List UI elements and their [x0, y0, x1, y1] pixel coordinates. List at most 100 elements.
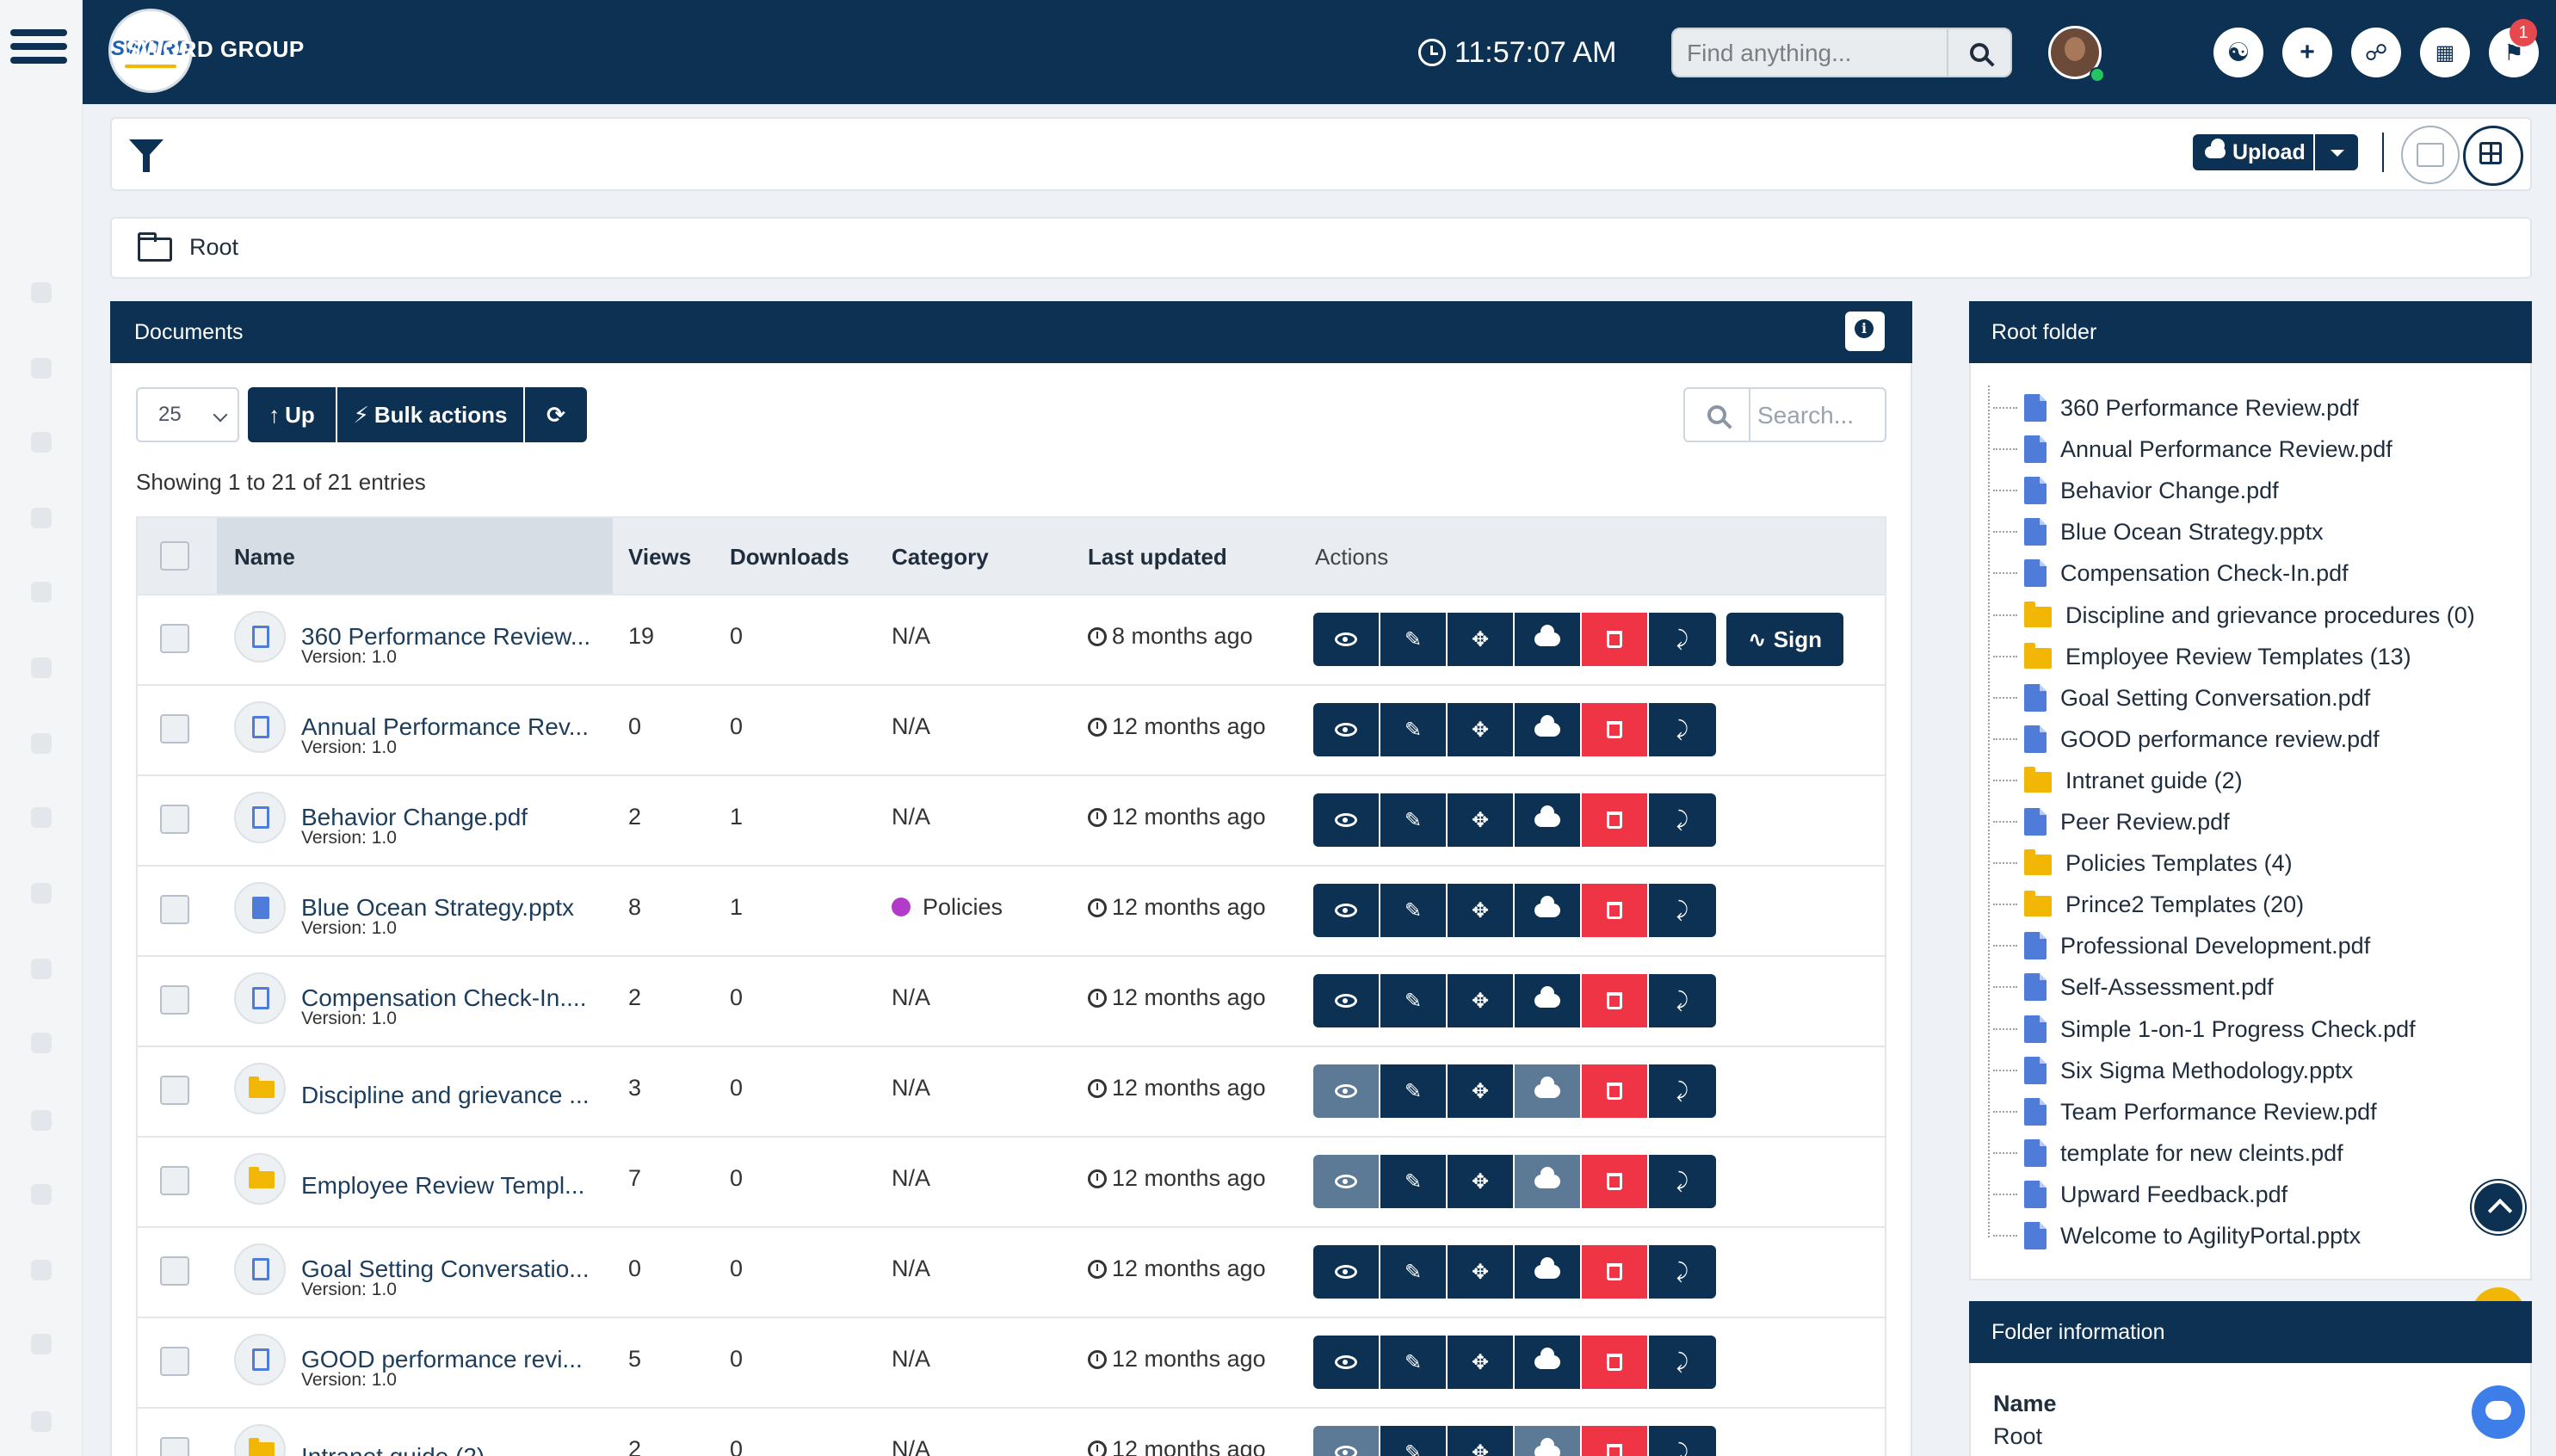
edit-button[interactable]: ✎: [1380, 1426, 1448, 1456]
move-button[interactable]: ✥: [1448, 793, 1515, 847]
view-button[interactable]: [1313, 703, 1380, 756]
tree-file-item[interactable]: template for new cleints.pdf: [1993, 1132, 2343, 1174]
tree-file-item[interactable]: GOOD performance review.pdf: [1993, 719, 2380, 760]
share-button[interactable]: ⤸: [1649, 1155, 1716, 1208]
tree-file-item[interactable]: Team Performance Review.pdf: [1993, 1091, 2377, 1132]
edit-button[interactable]: ✎: [1380, 793, 1448, 847]
tree-file-item[interactable]: Compensation Check-In.pdf: [1993, 552, 2349, 594]
share-button[interactable]: ⤸: [1649, 1064, 1716, 1118]
document-name-link[interactable]: 360 Performance Review...: [301, 623, 591, 650]
tree-file-item[interactable]: Simple 1-on-1 Progress Check.pdf: [1993, 1009, 2416, 1050]
upload-dropdown-toggle[interactable]: [2315, 134, 2358, 170]
card-icon[interactable]: [31, 657, 52, 678]
delete-button[interactable]: [1582, 1155, 1649, 1208]
move-button[interactable]: ✥: [1448, 703, 1515, 756]
edit-button[interactable]: ✎: [1380, 1245, 1448, 1299]
delete-button[interactable]: [1582, 884, 1649, 937]
share-button[interactable]: ⤸: [1649, 1336, 1716, 1389]
people-icon[interactable]: [31, 432, 52, 453]
global-search-input[interactable]: [1673, 29, 1964, 77]
inbox-icon[interactable]: [31, 1260, 52, 1280]
row-checkbox[interactable]: [160, 895, 189, 924]
row-checkbox[interactable]: [160, 624, 189, 653]
info-button[interactable]: [1845, 312, 1885, 351]
list-view-button[interactable]: [2401, 126, 2460, 184]
document-name-link[interactable]: Blue Ocean Strategy.pptx: [301, 894, 574, 921]
download-button[interactable]: [1515, 793, 1582, 847]
home-icon[interactable]: [31, 282, 52, 303]
tree-folder-item[interactable]: Policies Templates (4): [1993, 842, 2293, 884]
view-button[interactable]: [1313, 1336, 1380, 1389]
share-button[interactable]: ⤸: [1649, 974, 1716, 1027]
document-name-link[interactable]: Discipline and grievance ...: [301, 1082, 590, 1108]
page-size-select[interactable]: 25: [136, 387, 239, 442]
tree-file-item[interactable]: Blue Ocean Strategy.pptx: [1993, 511, 2324, 552]
bulk-actions-button[interactable]: ⚡ Bulk actions: [337, 387, 523, 442]
document-name-link[interactable]: Compensation Check-In....: [301, 984, 587, 1011]
delete-button[interactable]: [1582, 703, 1649, 756]
row-checkbox[interactable]: [160, 1076, 189, 1105]
document-name-link[interactable]: Annual Performance Rev...: [301, 713, 590, 740]
clipboard-icon[interactable]: [31, 1184, 52, 1205]
tree-file-item[interactable]: Behavior Change.pdf: [1993, 470, 2279, 511]
column-views[interactable]: Views: [628, 544, 692, 570]
folder-icon[interactable]: [31, 807, 52, 828]
tree-file-item[interactable]: Six Sigma Methodology.pptx: [1993, 1050, 2353, 1091]
scroll-top-button[interactable]: [2472, 1181, 2525, 1234]
view-button[interactable]: [1313, 974, 1380, 1027]
users-icon[interactable]: [31, 1110, 52, 1131]
search-icon[interactable]: [31, 959, 52, 979]
download-button[interactable]: [1515, 1336, 1582, 1389]
tree-file-item[interactable]: 360 Performance Review.pdf: [1993, 387, 2359, 429]
breadcrumb-root[interactable]: Root: [189, 234, 239, 260]
row-checkbox[interactable]: [160, 985, 189, 1015]
row-checkbox[interactable]: [160, 805, 189, 834]
view-button[interactable]: [1313, 1064, 1380, 1118]
edit-button[interactable]: ✎: [1380, 974, 1448, 1027]
share-button[interactable]: ⤸: [1649, 1426, 1716, 1456]
move-button[interactable]: ✥: [1448, 1336, 1515, 1389]
download-button[interactable]: [1515, 1426, 1582, 1456]
edit-button[interactable]: ✎: [1380, 613, 1448, 666]
move-button[interactable]: ✥: [1448, 974, 1515, 1027]
tree-file-item[interactable]: Goal Setting Conversation.pdf: [1993, 677, 2370, 719]
calendar-icon[interactable]: [31, 733, 52, 754]
view-button[interactable]: [1313, 884, 1380, 937]
tree-folder-item[interactable]: Intranet guide (2): [1993, 760, 2243, 801]
share-button[interactable]: ⤸: [1649, 793, 1716, 847]
refresh-button[interactable]: ⟳: [525, 387, 587, 442]
share-button[interactable]: ⤸: [1649, 884, 1716, 937]
settings-icon[interactable]: [31, 1411, 52, 1432]
document-name-link[interactable]: Behavior Change.pdf: [301, 804, 528, 830]
delete-button[interactable]: [1582, 1336, 1649, 1389]
documents-search-input[interactable]: [1756, 389, 1880, 442]
tree-file-item[interactable]: Upward Feedback.pdf: [1993, 1174, 2287, 1215]
chat-icon[interactable]: [31, 582, 52, 602]
column-category[interactable]: Category: [892, 544, 989, 570]
tree-folder-item[interactable]: Employee Review Templates (13): [1993, 636, 2411, 677]
tree-file-item[interactable]: Self-Assessment.pdf: [1993, 966, 2274, 1008]
menu-icon[interactable]: [0, 17, 83, 69]
edit-button[interactable]: ✎: [1380, 703, 1448, 756]
move-button[interactable]: ✥: [1448, 1155, 1515, 1208]
view-button[interactable]: [1313, 1245, 1380, 1299]
column-last-updated[interactable]: Last updated: [1088, 544, 1227, 570]
share-button[interactable]: ⤸: [1649, 613, 1716, 666]
profile-button[interactable]: ☯: [2213, 28, 2263, 77]
list-icon[interactable]: [31, 358, 52, 379]
edit-button[interactable]: ✎: [1380, 1155, 1448, 1208]
row-checkbox[interactable]: [160, 1437, 189, 1456]
edit-button[interactable]: ✎: [1380, 1064, 1448, 1118]
delete-button[interactable]: [1582, 974, 1649, 1027]
share-button[interactable]: ⤸: [1649, 1245, 1716, 1299]
document-name-link[interactable]: Intranet guide (2): [301, 1443, 485, 1456]
column-name[interactable]: Name: [234, 544, 295, 570]
row-checkbox[interactable]: [160, 1347, 189, 1376]
tree-file-item[interactable]: Professional Development.pdf: [1993, 925, 2370, 966]
delete-button[interactable]: [1582, 613, 1649, 666]
tree-folder-item[interactable]: Discipline and grievance procedures (0): [1993, 595, 2475, 636]
upload-button[interactable]: Upload: [2193, 134, 2313, 170]
sign-button[interactable]: ∿ Sign: [1726, 613, 1843, 666]
move-button[interactable]: ✥: [1448, 884, 1515, 937]
download-button[interactable]: [1515, 703, 1582, 756]
